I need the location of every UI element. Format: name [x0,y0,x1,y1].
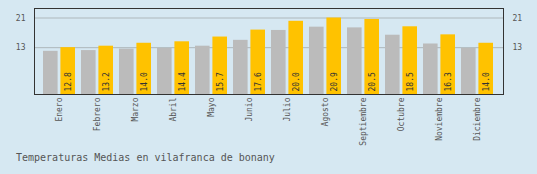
svg-text:21: 21 [513,14,523,23]
svg-text:13.2: 13.2 [102,72,111,91]
svg-text:Septiembre: Septiembre [359,97,368,145]
svg-text:20.9: 20.9 [330,72,339,91]
svg-text:17.6: 17.6 [254,72,263,91]
svg-text:14.0: 14.0 [482,72,491,91]
svg-text:Abril: Abril [169,97,178,121]
svg-text:12.8: 12.8 [64,72,73,91]
svg-text:Julio: Julio [283,97,292,121]
svg-text:Noviembre: Noviembre [435,97,444,141]
svg-text:Diciembre: Diciembre [473,97,482,141]
svg-text:14.4: 14.4 [178,72,187,91]
svg-text:Febrero: Febrero [93,97,102,131]
svg-text:Agosto: Agosto [321,97,330,126]
svg-text:Enero: Enero [55,97,64,121]
svg-text:21: 21 [16,14,26,23]
svg-text:14.0: 14.0 [140,72,149,91]
svg-text:Junio: Junio [245,97,254,121]
svg-text:Mayo: Mayo [207,97,216,116]
svg-text:Marzo: Marzo [131,97,140,121]
svg-text:13: 13 [513,43,523,52]
svg-text:20.5: 20.5 [368,72,377,91]
svg-text:Octubre: Octubre [397,97,406,131]
svg-text:18.5: 18.5 [406,72,415,91]
html-text:Temperaturas Medias en vilafra: Temperaturas Medias en vilafranca de bon… [16,152,275,163]
svg-text:13: 13 [16,43,26,52]
svg-text:15.7: 15.7 [216,72,225,91]
svg-text:16.3: 16.3 [444,72,453,91]
svg-text:20.0: 20.0 [292,72,301,91]
